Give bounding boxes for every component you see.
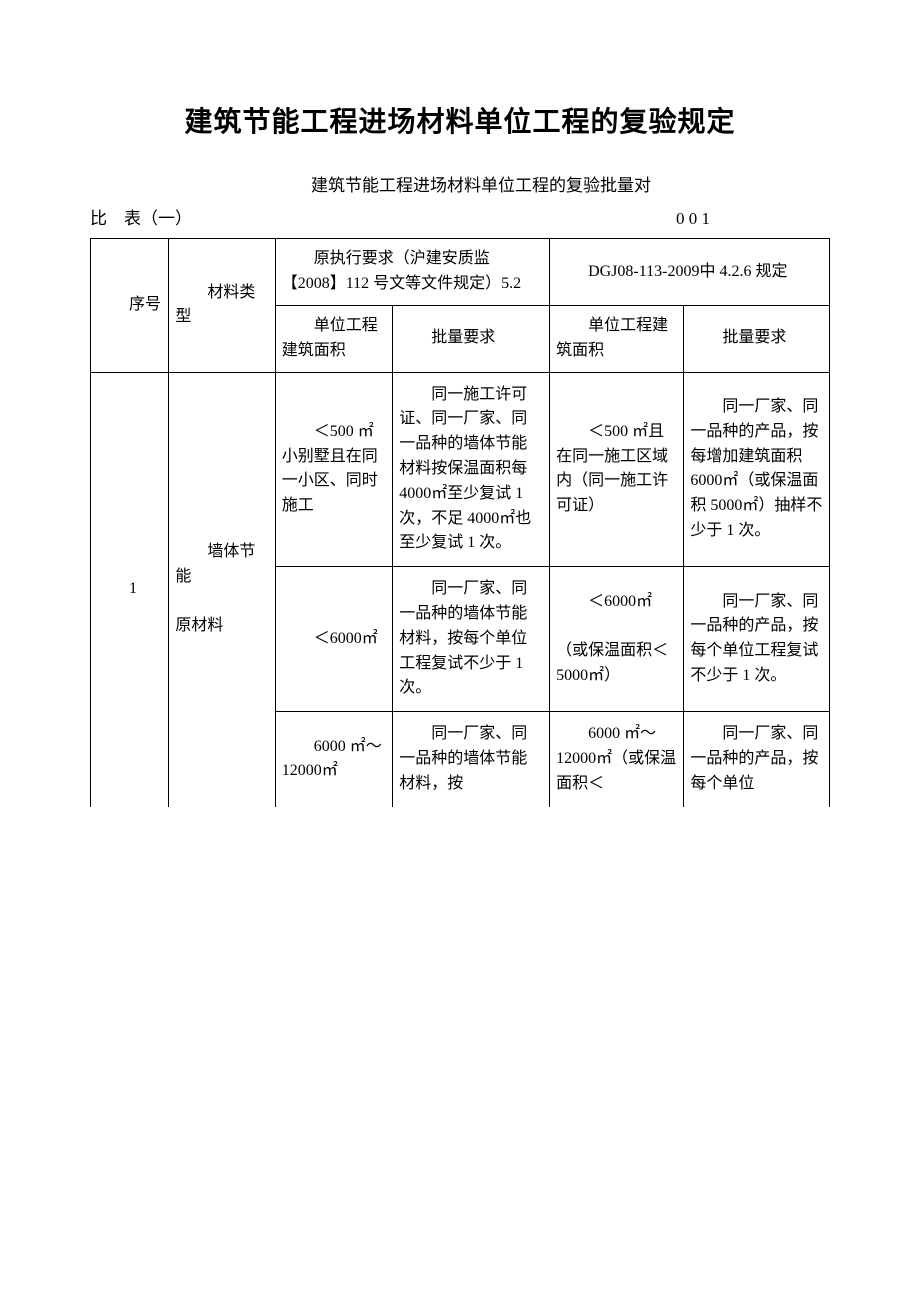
subheader-area-left: 单位工程建筑面积	[275, 305, 393, 372]
cell-area-a: ＜6000㎡	[275, 567, 393, 712]
subtitle-line-2: 比 表（一） 0 0 1	[90, 205, 710, 232]
table-container: 序号 材料类型 原执行要求（沪建安质监【2008】112 号文等文件规定）5.2…	[90, 238, 830, 806]
subheader-batch-right: 批量要求	[684, 305, 830, 372]
cell-area-a: 6000 ㎡～12000㎡	[275, 712, 393, 807]
cell-seq: 1	[91, 372, 169, 806]
subheader-batch-left: 批量要求	[393, 305, 550, 372]
cell-batch-b: 同一厂家、同一品种的墙体节能材料，按每个单位工程复试不少于 1 次。	[393, 567, 550, 712]
page-title: 建筑节能工程进场材料单位工程的复验规定	[90, 100, 830, 140]
header-type: 材料类型	[169, 239, 275, 372]
cell-type: 墙体节能 原材料	[169, 372, 275, 806]
cell-batch-b: 同一施工许可证、同一厂家、同一品种的墙体节能材料按保温面积每 4000㎡至少复试…	[393, 372, 550, 567]
cell-batch-d: 同一厂家、同一品种的产品，按每增加建筑面积 6000㎡（或保温面积 5000㎡）…	[684, 372, 830, 567]
cell-batch-d: 同一厂家、同一品种的产品，按每个单位	[684, 712, 830, 807]
document-page: 建筑节能工程进场材料单位工程的复验规定 建筑节能工程进场材料单位工程的复验批量对…	[0, 0, 920, 807]
table-row: 1 墙体节能 原材料 ＜500 ㎡小别墅且在同一小区、同时施工 同一施工许可证、…	[91, 372, 830, 567]
subheader-area-right: 单位工程建筑面积	[550, 305, 684, 372]
data-table: 序号 材料类型 原执行要求（沪建安质监【2008】112 号文等文件规定）5.2…	[90, 238, 830, 806]
cell-batch-d: 同一厂家、同一品种的产品，按每个单位工程复试不少于 1 次。	[684, 567, 830, 712]
table-header-row: 序号 材料类型 原执行要求（沪建安质监【2008】112 号文等文件规定）5.2…	[91, 239, 830, 306]
subtitle-left: 比 表（一）	[90, 205, 192, 232]
subtitle-line-1: 建筑节能工程进场材料单位工程的复验批量对	[90, 172, 830, 199]
cell-batch-b: 同一厂家、同一品种的墙体节能材料，按	[393, 712, 550, 807]
cell-area-a: ＜500 ㎡小别墅且在同一小区、同时施工	[275, 372, 393, 567]
header-seq: 序号	[91, 239, 169, 372]
header-group-left: 原执行要求（沪建安质监【2008】112 号文等文件规定）5.2	[275, 239, 549, 306]
cell-area-c: ＜6000㎡ （或保温面积＜5000㎡）	[550, 567, 684, 712]
cell-area-c: 6000 ㎡～12000㎡（或保温面积＜	[550, 712, 684, 807]
header-group-right: DGJ08-113-2009中 4.2.6 规定	[550, 239, 830, 306]
cell-area-c: ＜500 ㎡且在同一施工区域内（同一施工许可证）	[550, 372, 684, 567]
subtitle-right: 0 0 1	[676, 205, 710, 232]
